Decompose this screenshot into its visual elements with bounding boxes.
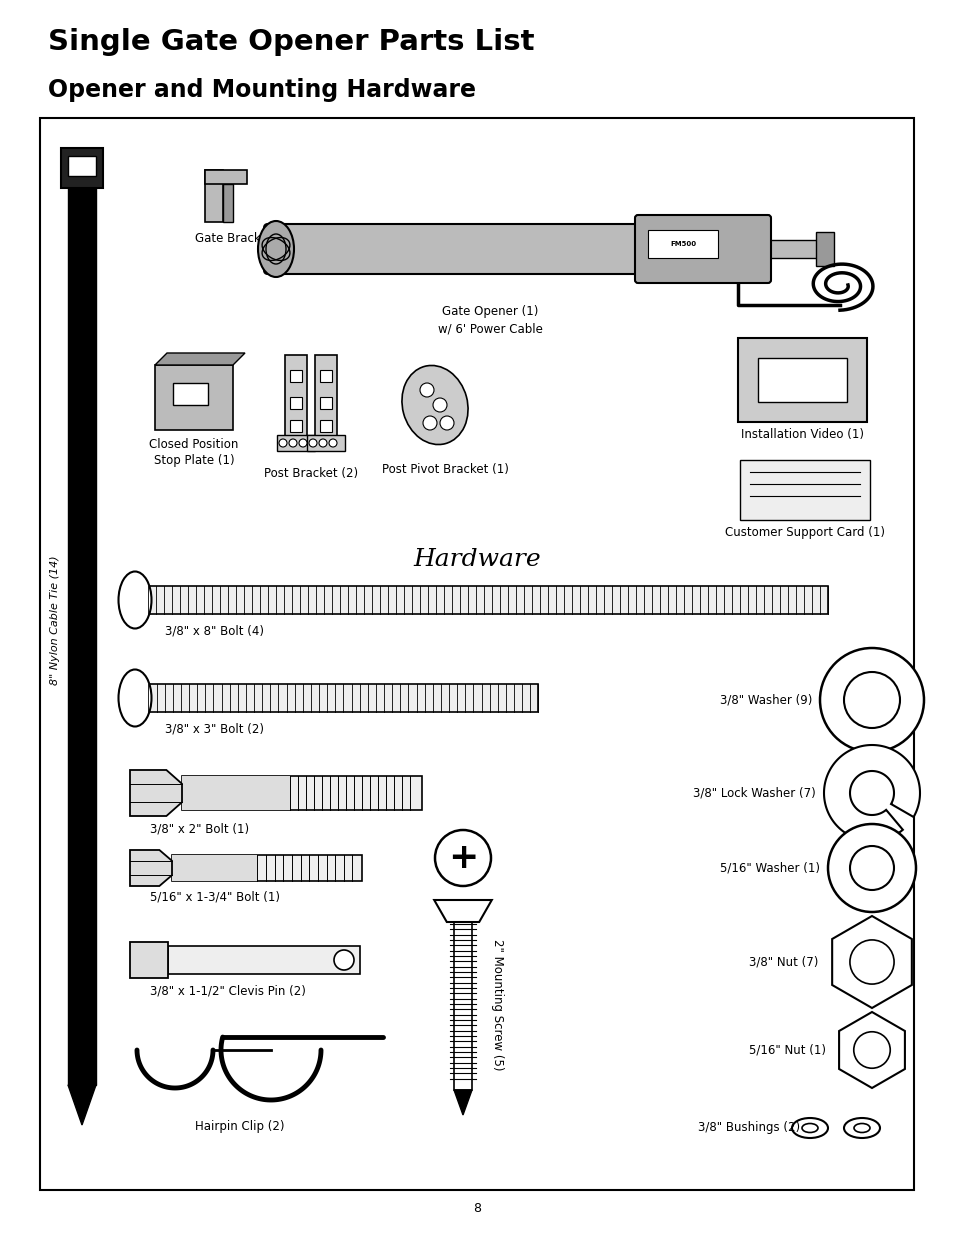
Text: Gate Bracket (1): Gate Bracket (1) <box>194 232 293 245</box>
Polygon shape <box>130 769 182 816</box>
Polygon shape <box>68 1086 96 1125</box>
Circle shape <box>843 672 899 727</box>
Bar <box>290 396 302 409</box>
Circle shape <box>435 830 491 885</box>
Circle shape <box>278 438 287 447</box>
Circle shape <box>849 846 893 890</box>
Bar <box>454 923 472 1091</box>
Text: 3/8" Bushings (2): 3/8" Bushings (2) <box>698 1121 800 1135</box>
Text: FM500: FM500 <box>669 241 696 247</box>
Circle shape <box>827 824 915 911</box>
Bar <box>276 435 314 451</box>
Circle shape <box>318 438 327 447</box>
Polygon shape <box>823 745 919 841</box>
Ellipse shape <box>843 1118 879 1137</box>
Circle shape <box>329 438 336 447</box>
Bar <box>130 942 168 978</box>
Ellipse shape <box>801 1124 817 1132</box>
Bar <box>647 230 718 258</box>
Circle shape <box>419 383 434 396</box>
Text: 5/16" x 1-3/4" Bolt (1): 5/16" x 1-3/4" Bolt (1) <box>150 890 280 904</box>
Bar <box>290 420 302 432</box>
Bar <box>172 855 257 881</box>
Ellipse shape <box>853 1124 869 1132</box>
Polygon shape <box>839 1011 904 1088</box>
Polygon shape <box>130 850 172 885</box>
Bar <box>290 370 302 382</box>
Circle shape <box>289 438 296 447</box>
Text: Single Gate Opener Parts List: Single Gate Opener Parts List <box>48 28 534 56</box>
Bar <box>758 240 817 258</box>
Text: Closed Position
Stop Plate (1): Closed Position Stop Plate (1) <box>150 438 238 467</box>
Circle shape <box>422 416 436 430</box>
Text: 3/8" Nut (7): 3/8" Nut (7) <box>748 956 817 968</box>
Bar <box>149 684 537 713</box>
Text: Opener and Mounting Hardware: Opener and Mounting Hardware <box>48 78 476 103</box>
Polygon shape <box>831 916 911 1008</box>
Polygon shape <box>434 900 492 923</box>
Circle shape <box>439 416 454 430</box>
Bar <box>314 354 336 443</box>
Ellipse shape <box>791 1118 827 1137</box>
Text: 3/8" x 1-1/2" Clevis Pin (2): 3/8" x 1-1/2" Clevis Pin (2) <box>150 984 306 997</box>
Text: Installation Video (1): Installation Video (1) <box>740 429 863 441</box>
Ellipse shape <box>118 572 152 629</box>
Text: 3/8" x 8" Bolt (4): 3/8" x 8" Bolt (4) <box>165 624 264 637</box>
Text: Post Pivot Bracket (1): Post Pivot Bracket (1) <box>381 463 508 475</box>
Bar <box>154 366 233 430</box>
Bar <box>68 180 96 1086</box>
Circle shape <box>309 438 316 447</box>
Text: 8" Nylon Cable Tie (14): 8" Nylon Cable Tie (14) <box>50 556 60 685</box>
Ellipse shape <box>118 669 152 726</box>
Bar <box>149 585 827 614</box>
Circle shape <box>334 950 354 969</box>
Bar <box>223 184 233 222</box>
Bar <box>285 354 307 443</box>
FancyBboxPatch shape <box>264 224 701 274</box>
Bar <box>319 396 332 409</box>
Bar <box>168 946 359 974</box>
Text: +: + <box>447 841 477 876</box>
Text: 5/16" Washer (1): 5/16" Washer (1) <box>720 862 820 874</box>
Ellipse shape <box>401 366 468 445</box>
Bar <box>68 156 96 177</box>
Text: 3/8" x 2" Bolt (1): 3/8" x 2" Bolt (1) <box>150 823 249 835</box>
Bar <box>758 358 846 403</box>
Text: 3/8" Washer (9): 3/8" Washer (9) <box>719 694 811 706</box>
Circle shape <box>849 940 893 984</box>
Bar <box>307 435 345 451</box>
FancyBboxPatch shape <box>635 215 770 283</box>
Polygon shape <box>454 1091 472 1115</box>
FancyBboxPatch shape <box>738 338 866 422</box>
Ellipse shape <box>257 221 294 277</box>
Bar <box>205 170 223 222</box>
Text: 2" Mounting Screw (5): 2" Mounting Screw (5) <box>491 940 503 1071</box>
Text: Customer Support Card (1): Customer Support Card (1) <box>724 526 884 538</box>
Bar <box>182 776 421 810</box>
Bar <box>319 420 332 432</box>
Bar <box>319 370 332 382</box>
Bar <box>205 170 247 184</box>
Text: 8: 8 <box>473 1202 480 1215</box>
Circle shape <box>433 398 447 412</box>
Text: Hairpin Clip (2): Hairpin Clip (2) <box>194 1120 284 1132</box>
Bar <box>40 119 913 1191</box>
Bar <box>172 383 208 405</box>
Bar <box>61 148 103 188</box>
Bar <box>740 459 869 520</box>
Text: 3/8" Lock Washer (7): 3/8" Lock Washer (7) <box>693 787 815 799</box>
Text: Hardware: Hardware <box>413 548 540 571</box>
Text: Post Bracket (2): Post Bracket (2) <box>264 467 357 480</box>
Text: Gate Opener (1)
w/ 6' Power Cable: Gate Opener (1) w/ 6' Power Cable <box>437 305 542 336</box>
Text: 3/8" x 3" Bolt (2): 3/8" x 3" Bolt (2) <box>165 722 264 735</box>
Circle shape <box>298 438 307 447</box>
Bar <box>182 776 290 810</box>
Polygon shape <box>154 353 245 366</box>
Circle shape <box>820 648 923 752</box>
Bar <box>815 232 833 266</box>
Text: 5/16" Nut (1): 5/16" Nut (1) <box>748 1044 825 1056</box>
Circle shape <box>853 1031 889 1068</box>
Bar <box>172 855 361 881</box>
